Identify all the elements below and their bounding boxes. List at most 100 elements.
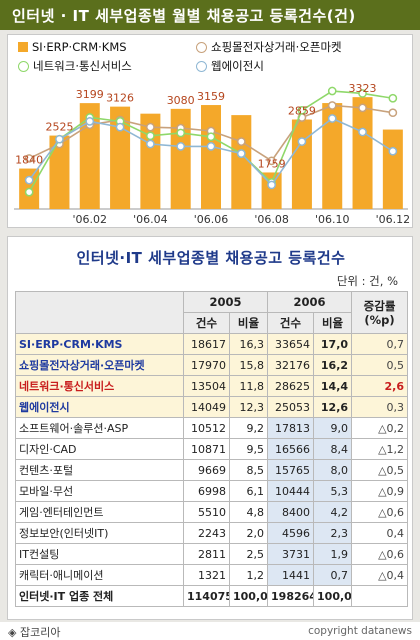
line-point-2-10 <box>327 86 337 96</box>
cell-change: △0,6 <box>351 501 409 523</box>
table-row: 컨텐츠·포털 9669 8,5 15765 8,0 △0,5 <box>15 459 409 481</box>
row-category: 웹에이전시 <box>15 396 184 418</box>
cell-ratio-2005: 6,1 <box>228 480 269 502</box>
total-change <box>351 585 409 607</box>
cell-ratio-2006: 8,4 <box>313 438 353 460</box>
line-point-3-11 <box>358 127 367 137</box>
row-category: 캐릭터·애니메이션 <box>15 564 184 586</box>
bar-label-2: 3199 <box>76 88 104 101</box>
line-point-2-4 <box>146 131 155 141</box>
header-2005: 2005 <box>182 291 269 313</box>
cell-ratio-2005: 4,8 <box>228 501 269 523</box>
row-category: 소프트웨어·솔루션·ASP <box>15 417 184 439</box>
cell-ratio-2006: 2,3 <box>313 522 353 544</box>
line-point-3-7 <box>236 149 246 158</box>
line-point-2-6 <box>206 132 216 142</box>
table-row: IT컨설팅 2811 2,5 3731 1,9 △0,6 <box>15 543 409 565</box>
line-point-1-10 <box>327 101 337 110</box>
cell-ratio-2005: 16,3 <box>228 333 269 355</box>
line-point-1-4 <box>146 122 155 132</box>
cell-ratio-2006: 8,0 <box>313 459 353 481</box>
cell-count-2005: 17970 <box>183 354 230 376</box>
table-row: 게임·엔터테인먼트 5510 4,8 8400 4,2 △0,6 <box>15 501 409 523</box>
cell-ratio-2006: 0,7 <box>313 564 353 586</box>
total-count-2006: 198264 <box>267 585 315 607</box>
cell-ratio-2005: 8,5 <box>228 459 269 481</box>
cell-ratio-2005: 15,8 <box>228 354 269 376</box>
source-label: ◈ 잡코리아 <box>8 626 61 639</box>
cell-change: 0,3 <box>351 396 409 418</box>
chart-panel: SI·ERP·CRM·KMS 쇼핑몰전자상거래·오픈마켓 네트워크·통신서비스 … <box>7 34 413 228</box>
legend-item-si: SI·ERP·CRM·KMS <box>18 39 127 55</box>
table-row: 디자인·CAD 10871 9,5 16566 8,4 △1,2 <box>15 438 409 460</box>
bar-1 <box>49 135 70 209</box>
bar-6 <box>200 105 222 209</box>
bar-11 <box>352 97 373 209</box>
cell-count-2005: 18617 <box>183 333 230 355</box>
cell-change: 0,4 <box>351 522 409 544</box>
cell-count-2006: 3731 <box>267 543 315 565</box>
cell-ratio-2006: 16,2 <box>313 354 353 376</box>
row-category: IT컨설팅 <box>15 543 184 565</box>
cell-count-2005: 13504 <box>183 375 230 397</box>
line-point-2-5 <box>176 128 186 138</box>
chart-title: 인터넷 · IT 세부업종별 월별 채용공고 등록건수(건) <box>0 0 420 30</box>
cell-ratio-2006: 5,3 <box>313 480 353 502</box>
table-panel: 인터넷·IT 세부업종별 채용공고 등록건수 단위 : 건, % 2005 20… <box>7 236 413 620</box>
cell-ratio-2005: 2,5 <box>228 543 269 565</box>
chart-frame: SI·ERP·CRM·KMS 쇼핑몰전자상거래·오픈마켓 네트워크·통신서비스 … <box>0 30 420 232</box>
cell-count-2005: 14049 <box>183 396 230 418</box>
line-point-3-5 <box>176 142 186 151</box>
legend-label-web: 웹에이전시 <box>211 59 264 73</box>
cell-change: △0,2 <box>351 417 409 439</box>
cell-count-2005: 10871 <box>183 438 230 460</box>
legend-item-network: 네트워크·통신서비스 <box>18 58 132 74</box>
row-category: 정보보안(인터넷IT) <box>15 522 184 544</box>
row-category: 게임·엔터테인먼트 <box>15 501 184 523</box>
bar-2 <box>79 103 100 209</box>
total-count-2005: 114075 <box>183 585 230 607</box>
legend-label-shopping: 쇼핑몰전자상거래·오픈마켓 <box>211 40 342 54</box>
cell-ratio-2005: 2,0 <box>228 522 269 544</box>
stats-table: 2005 2006 증감률 (%p) 건수 비율 건수 비율 SI·ERP·CR… <box>15 291 409 607</box>
cell-change: △0,6 <box>351 543 409 565</box>
cell-ratio-2006: 9,0 <box>313 417 353 439</box>
table-body: SI·ERP·CRM·KMS 18617 16,3 33654 17,0 0,7 쇼핑몰전자… <box>15 333 409 607</box>
cell-count-2006: 4596 <box>267 522 315 544</box>
row-category: 컨텐츠·포털 <box>15 459 184 481</box>
bar-9 <box>291 119 312 209</box>
bar-label-1: 2525 <box>45 121 73 134</box>
x-tick-label-3: '06.08 <box>254 213 289 226</box>
line-point-1-7 <box>236 137 246 146</box>
legend-swatch-web <box>196 60 207 72</box>
cell-count-2006: 32176 <box>267 354 315 376</box>
cell-count-2005: 2243 <box>183 522 230 544</box>
line-point-2-0 <box>24 187 34 197</box>
table-row: 네트워크·통신서비스 13504 11,8 28625 14,4 2,6 <box>15 375 409 397</box>
bar-3 <box>110 106 131 209</box>
table-row: SI·ERP·CRM·KMS 18617 16,3 33654 17,0 0,7 <box>15 333 409 355</box>
footer: ◈ 잡코리아 copyright datanews <box>0 622 420 640</box>
total-category: 인터넷·IT 업종 전체 <box>15 585 184 607</box>
line-point-1-0 <box>24 154 34 163</box>
cell-ratio-2005: 12,3 <box>228 396 269 418</box>
table-frame: 인터넷·IT 세부업종별 채용공고 등록건수 단위 : 건, % 2005 20… <box>0 232 420 622</box>
row-category: 디자인·CAD <box>15 438 184 460</box>
subheader-ratio-2005: 비율 <box>228 312 269 334</box>
bar-label-6: 3159 <box>197 90 225 103</box>
table-row: 쇼핑몰전자상거래·오픈마켓 17970 15,8 32176 16,2 0,5 <box>15 354 409 376</box>
x-tick-label-2: '06.06 <box>194 213 229 226</box>
cell-change: △0,4 <box>351 564 409 586</box>
subheader-count-2006: 건수 <box>267 312 315 334</box>
bar-label-9: 2859 <box>288 104 316 117</box>
bar-label-5: 3080 <box>167 94 195 107</box>
monthly-chart: 1840 2525 3199 3126 3080 3159 1759 2859 3323 '06.… <box>14 82 410 226</box>
cell-ratio-2006: 4,2 <box>313 501 353 523</box>
line-point-3-2 <box>85 117 95 126</box>
total-ratio-2006: 100,0 <box>313 585 353 607</box>
cell-count-2006: 17813 <box>267 417 315 439</box>
cell-ratio-2005: 11,8 <box>228 375 269 397</box>
cell-count-2006: 25053 <box>267 396 315 418</box>
cell-count-2005: 9669 <box>183 459 230 481</box>
line-point-3-0 <box>24 175 34 185</box>
